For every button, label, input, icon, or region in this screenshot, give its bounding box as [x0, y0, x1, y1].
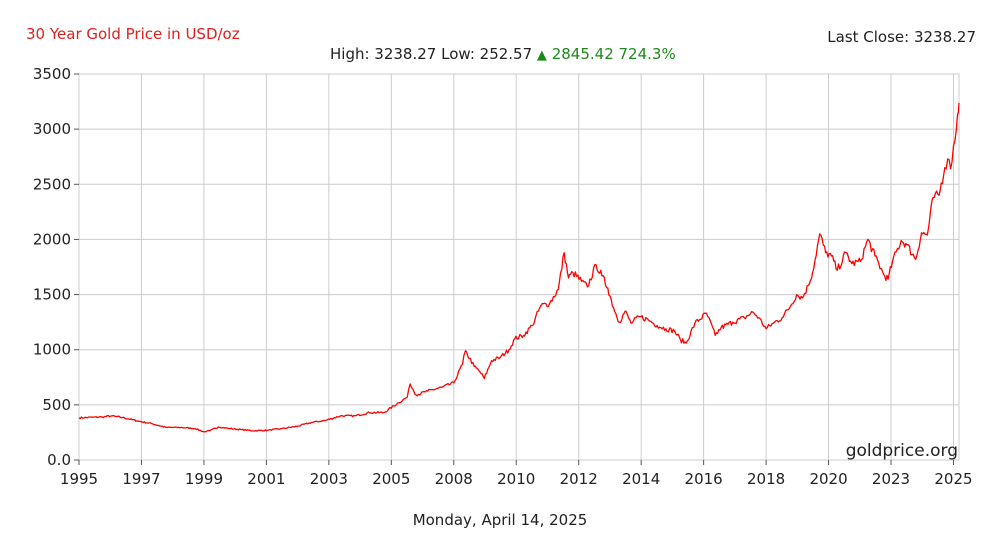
x-tick-label: 2005: [372, 470, 410, 488]
chart-title: 30 Year Gold Price in USD/oz: [26, 25, 240, 43]
gold-price-series-line: [78, 102, 960, 433]
y-tick-label: 1000: [33, 341, 71, 359]
x-tick-label: 2008: [435, 470, 473, 488]
y-tick-label: 1500: [33, 286, 71, 304]
y-tick-label: 2500: [33, 175, 71, 193]
x-tick-label: 2020: [809, 470, 847, 488]
chart-date: Monday, April 14, 2025: [412, 511, 588, 529]
change-percent: 724.3%: [618, 45, 676, 63]
change-value: 2845.42: [551, 45, 614, 63]
x-tick-label: 2012: [560, 470, 598, 488]
x-axis-ticks: 1995 1997 1999 2001 2003 2005 2008 2010 2012 2014…: [60, 460, 973, 488]
chart-grid: [78, 73, 960, 461]
plot-frame: [78, 73, 960, 461]
y-tick-label: 0.0: [47, 451, 71, 469]
x-tick-label: 2016: [685, 470, 723, 488]
low-label: Low: 252.57: [441, 45, 533, 63]
x-tick-label: 2025: [934, 470, 972, 488]
x-tick-label: 1999: [185, 470, 223, 488]
price-stats: High: 3238.27 Low: 252.57 ▲ 2845.42 724.…: [330, 45, 676, 63]
x-tick-label: 2010: [497, 470, 535, 488]
last-close-label: Last Close: 3238.27: [827, 28, 976, 46]
watermark: goldprice.org: [846, 441, 958, 461]
x-tick-label: 1995: [60, 470, 98, 488]
x-tick-label: 1997: [122, 470, 160, 488]
x-tick-label: 2023: [872, 470, 910, 488]
y-tick-label: 3500: [33, 65, 71, 83]
x-tick-label: 2014: [622, 470, 660, 488]
high-label: High: 3238.27: [330, 45, 437, 63]
y-tick-label: 2000: [33, 230, 71, 248]
x-tick-label: 2018: [747, 470, 785, 488]
y-axis-ticks: 0.0 500 1000 1500 2000 2500 3000 3500: [33, 65, 79, 469]
up-triangle-icon: ▲: [536, 48, 547, 63]
y-tick-label: 500: [42, 396, 71, 414]
y-tick-label: 3000: [33, 120, 71, 138]
x-tick-label: 2003: [310, 470, 348, 488]
x-tick-label: 2001: [247, 470, 285, 488]
